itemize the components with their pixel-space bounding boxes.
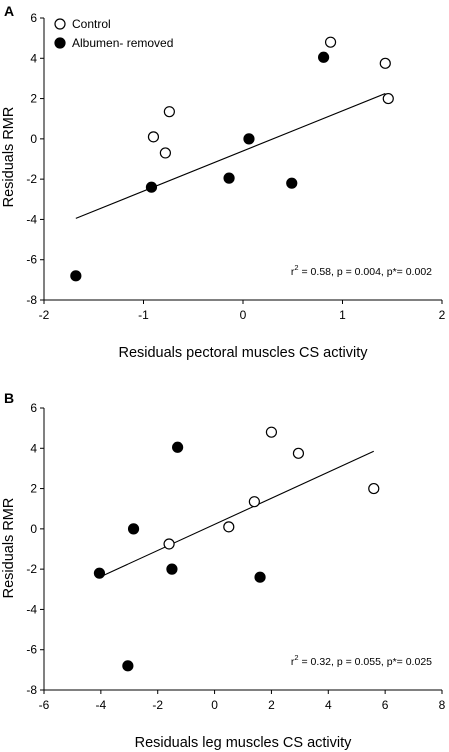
legend-albumen-marker [54, 37, 66, 49]
panel-a-point-control [324, 36, 337, 48]
panel-b-y-tick-label: 2 [30, 482, 37, 496]
panel-b-y-axis-title: Residuals RMR [1, 498, 17, 599]
panel-a-stats: r2 = 0.58, p = 0.004, p*= 0.002 [291, 263, 432, 278]
panel-b-point-albumen-removed [254, 571, 266, 583]
panel-a-point-albumen-removed [243, 133, 255, 145]
panel-b-x-tick-label: 8 [439, 698, 446, 712]
panel-a-x-tick-label: -1 [138, 308, 149, 322]
panel-b-point-albumen-removed [172, 441, 184, 453]
panel-b-y-tick-label: -4 [26, 602, 37, 616]
panel-a-y-tick-label: -2 [26, 172, 37, 186]
panel-b-letter: B [4, 390, 14, 406]
panel-a-regression-line [75, 93, 386, 219]
panel-b-x-tick-label: -2 [152, 698, 163, 712]
panel-a-point-albumen-removed [286, 177, 298, 189]
panel-a-y-tick-label: -6 [26, 253, 37, 267]
panel-b-x-tick-label: 4 [325, 698, 332, 712]
panel-a-y-axis-title: Residuals RMR [1, 107, 17, 208]
panel-b-y-tick-label: 0 [30, 522, 37, 536]
panel-a-point-albumen-removed [317, 51, 330, 63]
panel-a-point-control [382, 92, 394, 105]
panel-b-point-control [265, 426, 278, 438]
panel-b-point-control [163, 538, 175, 550]
panel-b-y-tick-label: 4 [30, 441, 37, 455]
panel-b-regression-line [99, 450, 375, 578]
panel-b-point-control [292, 447, 305, 459]
panel-a-point-control [163, 106, 175, 118]
panel-b-x-tick-label: 2 [268, 698, 275, 712]
panel-a-y-tick-label: -8 [26, 293, 37, 307]
legend: Control Albumen- removed [54, 17, 173, 50]
legend-control-label: Control [72, 17, 111, 31]
panel-b-x-axis-title: Residuals leg muscles CS activity [135, 735, 353, 751]
panel-b-stats: r2 = 0.32, p = 0.055, p*= 0.025 [291, 653, 432, 668]
panel-a-x-tick-label: 1 [339, 308, 346, 322]
panel-a-y-tick-label: 6 [30, 11, 37, 25]
panel-a-letter: A [4, 3, 14, 19]
panel-b-point-control [368, 482, 380, 495]
legend-albumen-label: Albumen- removed [72, 36, 173, 50]
panel-b-point-albumen-removed [122, 660, 134, 672]
panel-b-point-albumen-removed [166, 563, 178, 575]
panel-b-point-control [248, 496, 260, 508]
legend-control-marker [54, 18, 66, 30]
panel-a-point-albumen-removed [145, 181, 158, 193]
panel-a-x-tick-label: 0 [240, 308, 247, 322]
panel-a-point-control [147, 131, 160, 143]
panel-b-x-tick-label: 6 [382, 698, 389, 712]
panel-b-x-tick-label: -4 [96, 698, 107, 712]
panel-b-x-tick-label: -6 [39, 698, 50, 712]
panel-a-point-control [379, 57, 391, 69]
panel-a-y-tick-label: -4 [26, 212, 37, 226]
panel-b-y-tick-label: -8 [26, 683, 37, 697]
panel-a-x-axis-title: Residuals pectoral muscles CS activity [118, 345, 368, 361]
panel-b-x-tick-label: 0 [211, 698, 218, 712]
panel-a-x-tick-label: -2 [39, 308, 50, 322]
panel-b-point-albumen-removed [127, 523, 140, 535]
panel-a-y-tick-label: 2 [30, 92, 37, 106]
panel-a-point-albumen-removed [70, 270, 82, 282]
panel-a-point-albumen-removed [223, 172, 235, 184]
panel-b-y-tick-label: -2 [26, 562, 37, 576]
panel-a-point-control [159, 147, 171, 159]
panel-a-x-tick-label: 2 [439, 308, 446, 322]
panel-b-y-tick-label: 6 [30, 401, 37, 415]
panel-a-chart: A -8 -6 -4 -2 0 2 4 6 -2 -1 0 1 2 Control Albumen- r… [1, 3, 446, 361]
panel-b-y-tick-label: -6 [26, 643, 37, 657]
panel-a-y-tick-label: 4 [30, 51, 37, 65]
panel-b-point-control [223, 521, 235, 533]
panel-b-point-albumen-removed [93, 567, 106, 579]
panel-a-y-tick-label: 0 [30, 132, 37, 146]
